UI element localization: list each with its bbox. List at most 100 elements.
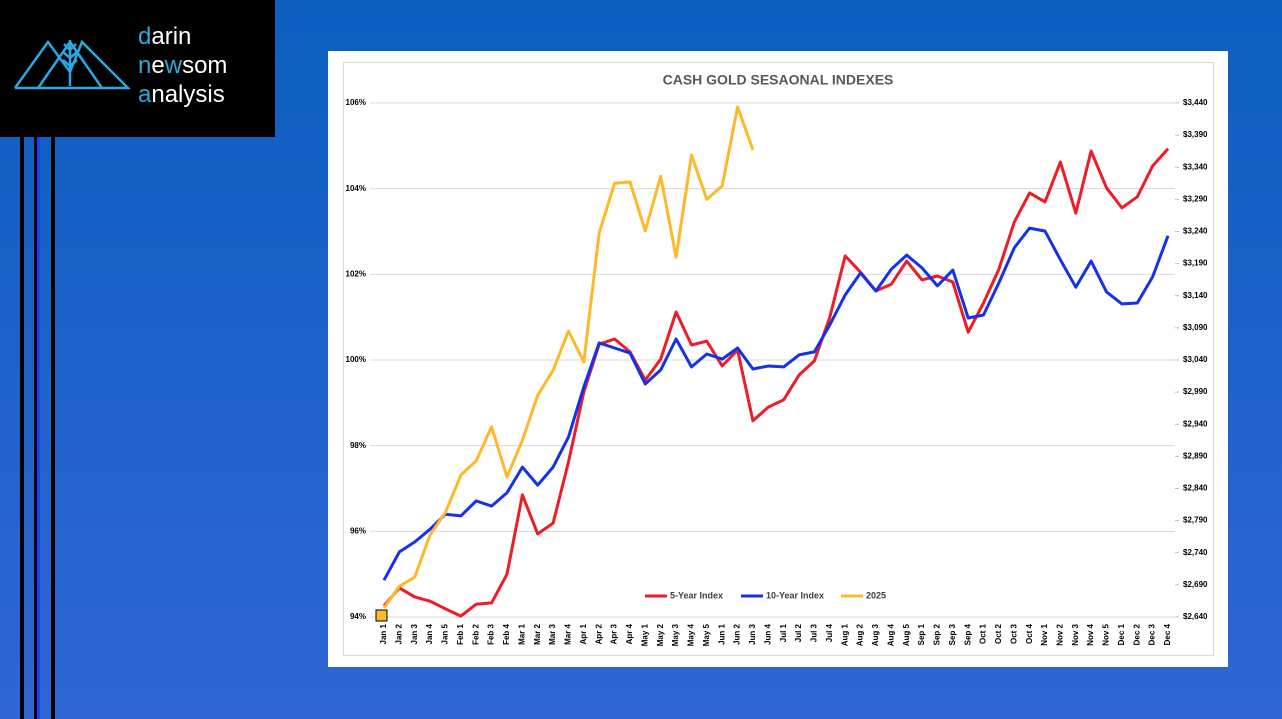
x-tick-label: Sep 3: [948, 623, 957, 645]
x-tick-label: Jul 1: [779, 623, 788, 642]
x-tick-label: Nov 2: [1056, 623, 1065, 645]
deco-bar: [37, 137, 40, 719]
x-tick-label: Jan 5: [441, 623, 450, 644]
legend-label: 2025: [866, 590, 886, 600]
x-tick-label: Jan 2: [394, 623, 403, 644]
x-tick-label: Sep 1: [917, 623, 926, 645]
marker-box: [375, 609, 388, 622]
y2-tick-label: $3,390: [1183, 130, 1208, 139]
x-tick-label: Mar 3: [548, 623, 557, 644]
logo-segment: e: [151, 52, 164, 79]
y-tick-label: 102%: [346, 269, 366, 278]
x-tick-label: Oct 2: [994, 623, 1003, 644]
y2-tick-label: $2,890: [1183, 451, 1208, 460]
x-tick-label: Dec 3: [1148, 623, 1157, 645]
logo-line: newsom: [138, 52, 227, 79]
x-tick-label: Nov 1: [1040, 623, 1049, 645]
chart-title: CASH GOLD SESAONAL INDEXES: [663, 72, 894, 88]
plot-border: [343, 62, 1214, 656]
x-tick-label: Nov 3: [1071, 623, 1080, 645]
chart-panel: [328, 51, 1228, 667]
x-tick-label: Sep 2: [933, 623, 942, 645]
x-tick-label: Mar 1: [517, 623, 526, 644]
y2-tick-label: $3,090: [1183, 323, 1208, 332]
deco-bar: [51, 137, 55, 719]
x-tick-label: Apr 2: [594, 623, 603, 644]
y2-tick-label: $2,640: [1183, 612, 1208, 621]
logo-line: analysis: [138, 81, 225, 108]
x-tick-label: Jun 2: [733, 623, 742, 644]
y-tick-label: 96%: [350, 526, 366, 535]
x-tick-label: Feb 1: [456, 623, 465, 644]
x-tick-label: Aug 3: [871, 623, 880, 646]
x-tick-label: Aug 5: [902, 623, 911, 646]
logo-segment: w: [164, 52, 183, 79]
logo-segment: n: [138, 52, 151, 79]
x-tick-label: Apr 3: [610, 623, 619, 644]
logo-segment: arin: [151, 23, 191, 50]
y2-tick-label: $3,040: [1183, 355, 1208, 364]
y2-tick-label: $3,440: [1183, 98, 1208, 107]
x-tick-label: Feb 3: [487, 623, 496, 644]
y-tick-label: 100%: [346, 355, 366, 364]
y-tick-label: 106%: [346, 98, 366, 107]
x-tick-label: Nov 5: [1102, 623, 1111, 645]
y-tick-label: 104%: [346, 184, 366, 193]
y2-tick-label: $3,340: [1183, 162, 1208, 171]
logo-line: darin: [138, 23, 191, 50]
y-tick-label: 94%: [350, 612, 366, 621]
y-tick-label: 98%: [350, 441, 366, 450]
x-tick-label: Mar 2: [533, 623, 542, 644]
x-tick-label: Sep 4: [963, 623, 972, 645]
y2-tick-label: $3,190: [1183, 259, 1208, 268]
chart: CASH GOLD SESAONAL INDEXES 94% 96% 98% 100%…: [346, 72, 1208, 647]
x-tick-label: May 5: [702, 623, 711, 646]
logo-icon: [13, 39, 132, 90]
x-tick-label: Oct 1: [979, 623, 988, 644]
logo-box: [0, 0, 275, 137]
x-tick-label: May 4: [687, 623, 696, 646]
x-tick-label: May 3: [671, 623, 680, 646]
y2-tick-label: $2,940: [1183, 419, 1208, 428]
logo-segment: a: [138, 81, 152, 108]
x-tick-label: Dec 2: [1132, 623, 1141, 645]
y2-tick-label: $2,690: [1183, 580, 1208, 589]
y2-tick-label: $3,140: [1183, 291, 1208, 300]
x-tick-label: Jul 4: [825, 623, 834, 642]
x-tick-label: May 1: [640, 623, 649, 646]
x-tick-label: Oct 4: [1025, 623, 1034, 644]
x-tick-label: Jun 1: [717, 623, 726, 644]
x-tick-label: Aug 4: [886, 623, 895, 646]
logo-segment: nalysis: [151, 81, 224, 108]
y2-tick-label: $2,990: [1183, 387, 1208, 396]
x-tick-label: Feb 2: [471, 623, 480, 644]
legend-label: 10-Year Index: [766, 590, 824, 600]
x-tick-label: Feb 4: [502, 623, 511, 644]
x-tick-label: Jul 2: [794, 623, 803, 642]
x-tick-label: Jul 3: [810, 623, 819, 642]
logo-segment: d: [138, 23, 151, 50]
x-tick-label: Aug 2: [856, 623, 865, 646]
x-tick-label: Jan 4: [425, 623, 434, 644]
x-tick-label: Apr 4: [625, 623, 634, 644]
deco-bar: [34, 137, 37, 719]
x-tick-label: Jun 3: [748, 623, 757, 644]
legend-label: 5-Year Index: [670, 590, 723, 600]
x-tick-label: Oct 3: [1009, 623, 1018, 644]
deco-bar: [20, 137, 24, 719]
x-tick-label: Aug 1: [840, 623, 849, 646]
y2-tick-label: $2,790: [1183, 516, 1208, 525]
y2-tick-label: $2,740: [1183, 548, 1208, 557]
y2-tick-label: $2,840: [1183, 484, 1208, 493]
series-line: [382, 105, 755, 609]
x-tick-label: Jan 1: [379, 623, 388, 644]
x-tick-label: Jan 3: [410, 623, 419, 644]
logo-segment: som: [182, 52, 227, 79]
x-tick-label: May 2: [656, 623, 665, 646]
y2-tick-label: $3,240: [1183, 227, 1208, 236]
x-tick-label: Dec 1: [1117, 623, 1126, 645]
x-tick-label: Nov 4: [1086, 623, 1095, 645]
x-tick-label: Mar 4: [564, 623, 573, 644]
